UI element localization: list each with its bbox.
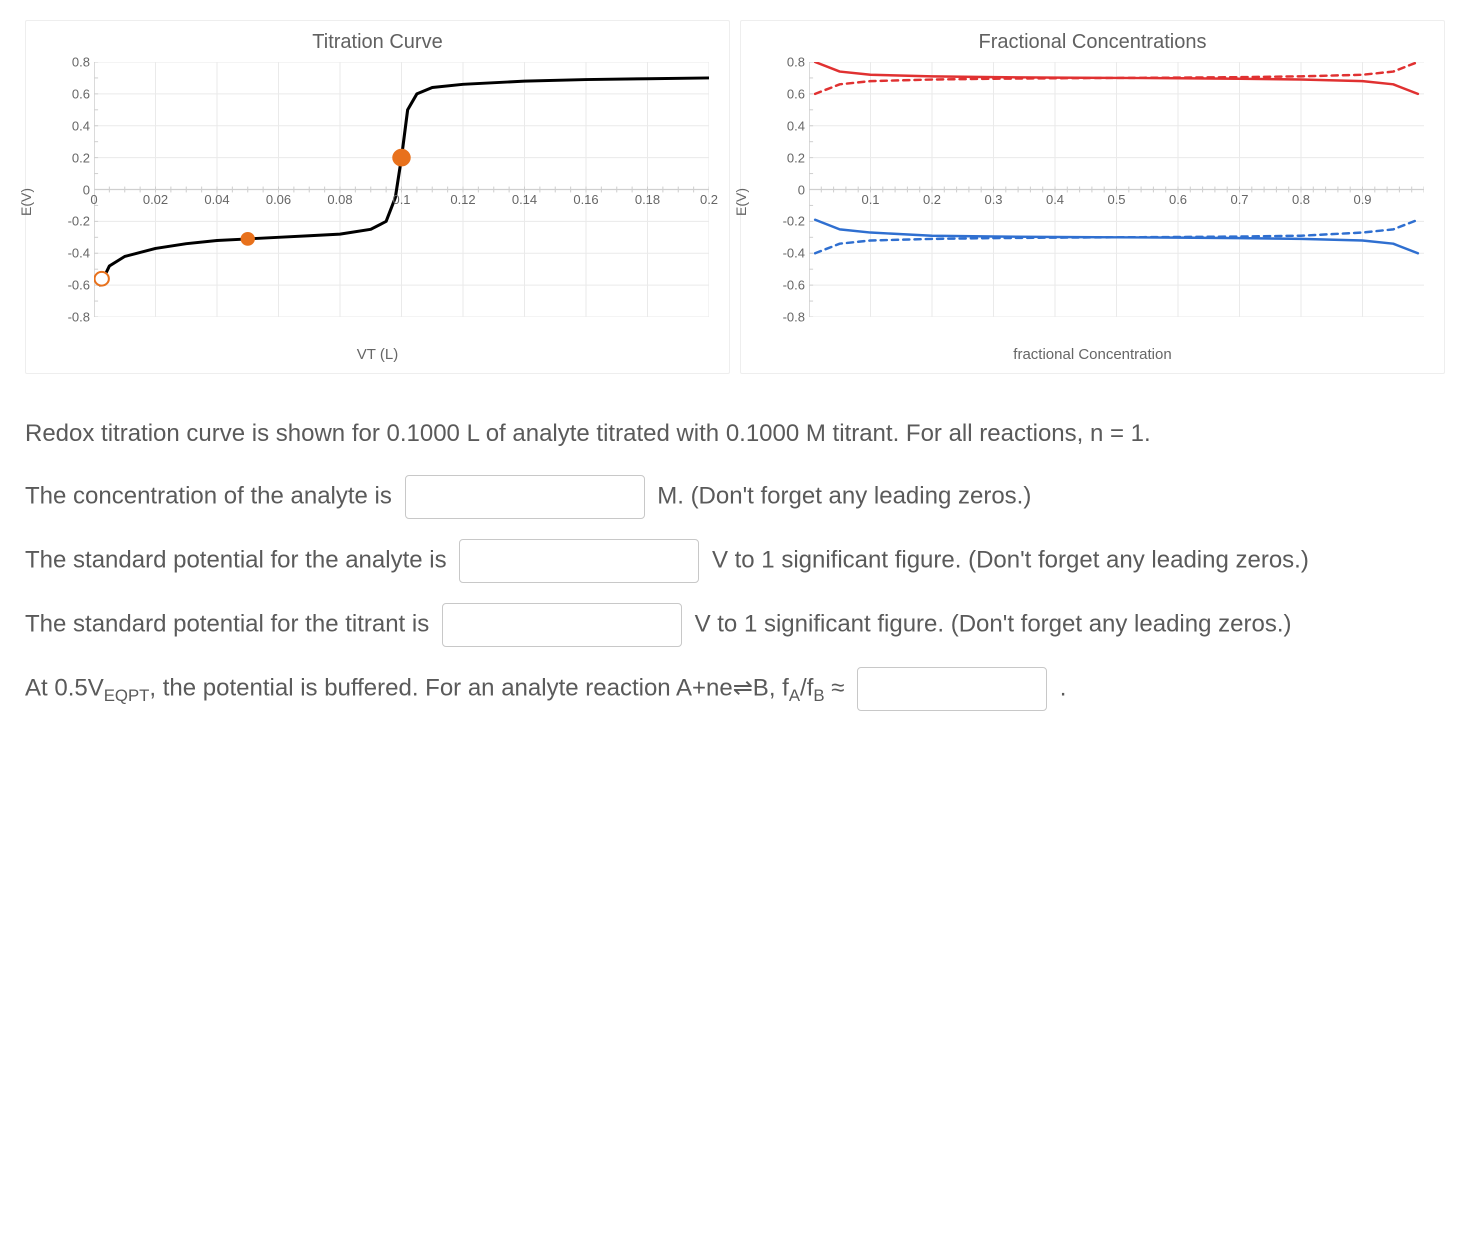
question-3: The standard potential for the titrant i…	[25, 603, 1445, 647]
question-4: At 0.5VEQPT, the potential is buffered. …	[25, 667, 1445, 711]
y-tick-label: 0.4	[56, 118, 90, 133]
y-tick-label: 0.6	[56, 86, 90, 101]
titration-chart-title: Titration Curve	[36, 31, 719, 54]
titration-y-label: E(V)	[18, 188, 34, 216]
x-tick-label: 0.8	[1292, 192, 1310, 207]
y-tick-label: 0.6	[771, 86, 805, 101]
page: Titration Curve E(V) -0.8-0.6-0.4-0.200.…	[0, 0, 1470, 771]
titrant-potential-input[interactable]	[442, 603, 682, 647]
q4-sub3: B	[813, 686, 824, 705]
titration-y-ticks: -0.8-0.6-0.4-0.200.20.40.60.8	[56, 62, 90, 317]
titration-x-ticks: 00.020.040.060.080.10.120.140.160.180.2	[94, 192, 709, 210]
x-tick-label: 0.02	[143, 192, 168, 207]
y-tick-label: -0.8	[56, 310, 90, 325]
x-tick-label: 0.3	[984, 192, 1002, 207]
fractional-chart-title: Fractional Concentrations	[751, 31, 1434, 54]
x-tick-label: 0.2	[923, 192, 941, 207]
x-tick-label: 0.7	[1230, 192, 1248, 207]
fractional-chart-panel: Fractional Concentrations E(V) -0.8-0.6-…	[740, 20, 1445, 374]
q4-mid1: , the potential is buffered. For an anal…	[149, 674, 788, 701]
q3-post: V to 1 significant figure. (Don't forget…	[695, 610, 1292, 637]
charts-row: Titration Curve E(V) -0.8-0.6-0.4-0.200.…	[25, 20, 1445, 374]
titration-x-label: VT (L)	[36, 346, 719, 363]
q4-sub2: A	[789, 686, 800, 705]
y-tick-label: -0.6	[771, 278, 805, 293]
y-tick-label: 0.8	[771, 55, 805, 70]
analyte-conc-input[interactable]	[405, 475, 645, 519]
x-tick-label: 0.04	[204, 192, 229, 207]
intro-text: Redox titration curve is shown for 0.100…	[25, 414, 1445, 455]
y-tick-label: 0.8	[56, 55, 90, 70]
x-tick-label: 0.6	[1169, 192, 1187, 207]
fractional-y-ticks: -0.8-0.6-0.4-0.200.20.40.60.8	[771, 62, 805, 317]
q4-sub1: EQPT	[104, 686, 150, 705]
titration-chart-body: E(V) -0.8-0.6-0.4-0.200.20.40.60.8 00.02…	[36, 62, 719, 342]
x-tick-label: 0.2	[700, 192, 718, 207]
q1-post: M. (Don't forget any leading zeros.)	[657, 482, 1031, 509]
y-tick-label: -0.4	[771, 246, 805, 261]
y-tick-label: -0.6	[56, 278, 90, 293]
question-body: Redox titration curve is shown for 0.100…	[25, 414, 1445, 711]
x-tick-label: 0.9	[1353, 192, 1371, 207]
question-1: The concentration of the analyte is M. (…	[25, 475, 1445, 519]
x-tick-label: 0.08	[327, 192, 352, 207]
y-tick-label: -0.2	[56, 214, 90, 229]
q3-pre: The standard potential for the titrant i…	[25, 610, 436, 637]
x-tick-label: 0.16	[573, 192, 598, 207]
y-tick-label: 0.4	[771, 118, 805, 133]
x-tick-label: 0	[90, 192, 97, 207]
x-tick-label: 0.14	[512, 192, 537, 207]
x-tick-label: 0.12	[450, 192, 475, 207]
x-tick-label: 0.5	[1107, 192, 1125, 207]
fractional-plot-wrap	[809, 62, 1424, 317]
fractional-y-label: E(V)	[733, 188, 749, 216]
x-tick-label: 0.4	[1046, 192, 1064, 207]
fractional-x-ticks: 0.1 0.2 0.3 0.4 0.5 0.6 0.7 0.8 0.9	[809, 192, 1424, 210]
question-2: The standard potential for the analyte i…	[25, 539, 1445, 583]
y-tick-label: 0	[771, 182, 805, 197]
y-tick-label: 0	[56, 182, 90, 197]
y-tick-label: -0.2	[771, 214, 805, 229]
q1-pre: The concentration of the analyte is	[25, 482, 399, 509]
ratio-input[interactable]	[857, 667, 1047, 711]
q2-pre: The standard potential for the analyte i…	[25, 546, 453, 573]
fractional-chart-body: E(V) -0.8-0.6-0.4-0.200.20.40.60.8 0.10.…	[751, 62, 1434, 342]
x-tick-label: 0.1	[861, 192, 879, 207]
q4-mid2: /f	[800, 674, 813, 701]
titration-plot-svg	[94, 62, 709, 317]
q4-pre: At 0.5V	[25, 674, 104, 701]
x-tick-label: 0.18	[635, 192, 660, 207]
y-tick-label: -0.8	[771, 310, 805, 325]
fractional-x-label: fractional Concentration	[751, 346, 1434, 363]
x-tick-label: 0.06	[266, 192, 291, 207]
y-tick-label: 0.2	[56, 150, 90, 165]
q4-mid3: ≈	[825, 674, 852, 701]
q4-post: .	[1060, 674, 1067, 701]
titration-plot-wrap	[94, 62, 709, 317]
fractional-plot-svg	[809, 62, 1424, 317]
x-tick-label: 0.1	[392, 192, 410, 207]
titration-chart-panel: Titration Curve E(V) -0.8-0.6-0.4-0.200.…	[25, 20, 730, 374]
y-tick-label: -0.4	[56, 246, 90, 261]
analyte-potential-input[interactable]	[459, 539, 699, 583]
y-tick-label: 0.2	[771, 150, 805, 165]
q2-post: V to 1 significant figure. (Don't forget…	[712, 546, 1309, 573]
